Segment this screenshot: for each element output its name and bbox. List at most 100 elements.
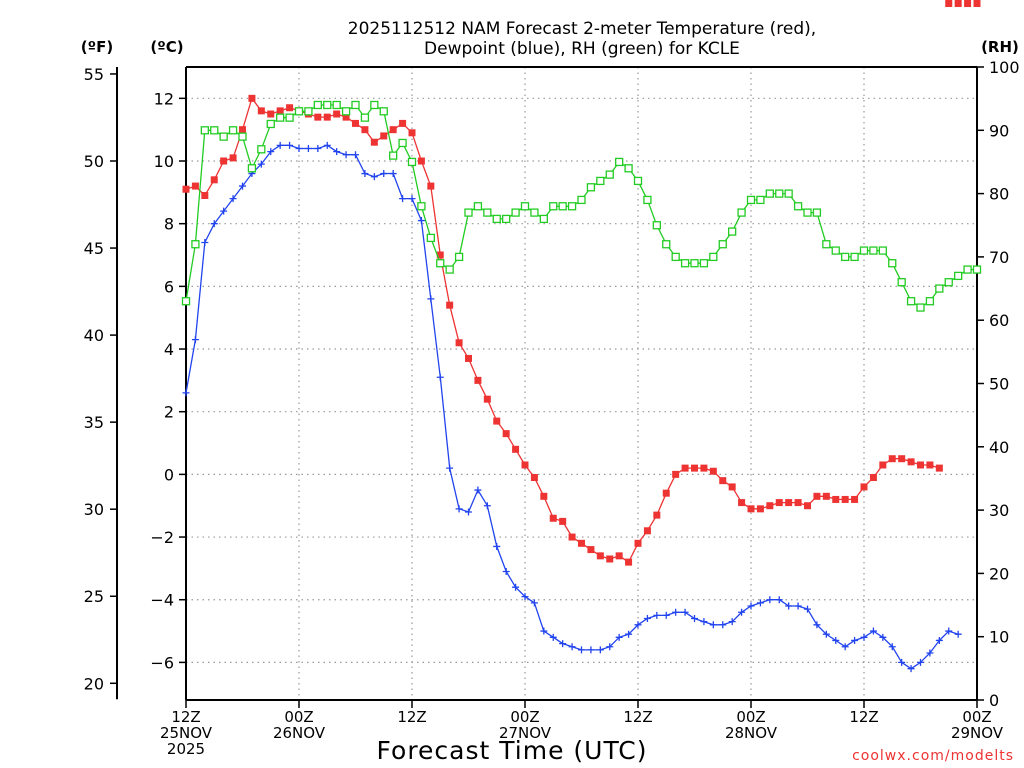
rh-point — [219, 132, 228, 141]
temperature-point — [766, 502, 774, 510]
dewpoint-point — [662, 611, 670, 619]
fahrenheit-tick-label: 25 — [84, 587, 104, 606]
fahrenheit-tick-label: 55 — [84, 65, 104, 84]
temperature-point — [738, 499, 746, 507]
rh-point — [963, 265, 972, 274]
temperature-point — [841, 495, 849, 503]
rh-point — [445, 265, 454, 274]
dewpoint-point — [860, 633, 868, 641]
rh-point — [690, 259, 699, 268]
x-tick-label: 00Z — [962, 708, 991, 726]
celsius-tick-label: 8 — [164, 215, 174, 234]
temperature-point — [521, 461, 529, 469]
rh-point — [643, 195, 652, 205]
dewpoint-point — [333, 148, 341, 156]
temperature-point — [333, 110, 341, 118]
temperature-point — [465, 354, 472, 362]
temperature-point — [220, 157, 228, 165]
dewpoint-point — [314, 144, 322, 152]
rh-tick-label: 90 — [989, 121, 1009, 140]
rh-point — [718, 240, 727, 249]
x-tick-label: 00Z — [284, 708, 313, 726]
x-tick-label: 00Z — [736, 708, 765, 726]
dewpoint-point — [568, 643, 576, 651]
temperature-point — [342, 113, 350, 121]
dewpoint-point — [785, 602, 793, 610]
rh-point — [351, 100, 360, 110]
rh-point — [765, 189, 774, 198]
rh-point — [539, 214, 548, 224]
rh-point — [784, 189, 793, 198]
temperature-point — [935, 464, 943, 472]
dewpoint-point — [446, 464, 454, 472]
dewpoint-point — [653, 611, 661, 619]
rh-tick-label: 80 — [989, 185, 1009, 204]
rh-series — [181, 100, 982, 312]
rh-point — [737, 208, 746, 217]
rh-point — [916, 303, 925, 312]
dewpoint-point — [455, 505, 463, 513]
dewpoint-point — [559, 640, 567, 648]
dewpoint-point — [474, 486, 482, 494]
rh-point — [662, 240, 671, 249]
dewpoint-point — [700, 618, 708, 626]
temperature-point — [888, 455, 896, 463]
x-tick-label: 2025 — [167, 740, 205, 758]
chart-title-line1: 2025112512 NAM Forecast 2-meter Temperat… — [348, 19, 816, 39]
rh-point — [699, 259, 709, 268]
temperature-point — [804, 502, 811, 510]
dewpoint-point — [634, 621, 642, 629]
temperature-point — [587, 546, 595, 554]
temperature-point — [794, 499, 802, 507]
temperature-point — [361, 126, 369, 134]
temperature-point — [785, 499, 793, 507]
dewpoint-point — [888, 643, 896, 651]
temperature-point — [399, 119, 407, 127]
temperature-point — [822, 492, 830, 500]
rh-point — [925, 297, 935, 306]
x-tick-label: 00Z — [510, 708, 539, 726]
temperature-point — [286, 104, 294, 112]
dewpoint-point — [399, 195, 407, 203]
dewpoint-point — [465, 508, 472, 516]
dewpoint-point — [352, 151, 359, 159]
rh-point — [285, 113, 294, 122]
temperature-point — [257, 107, 265, 115]
temperature-point — [898, 455, 906, 463]
rh-point — [332, 100, 341, 110]
dewpoint-point — [756, 599, 764, 607]
celsius-tick-label: −2 — [150, 528, 174, 547]
dewpoint-point — [210, 220, 218, 228]
rh-point — [436, 259, 445, 268]
temperature-point — [662, 489, 670, 497]
rh-point — [398, 138, 407, 148]
rh-point — [906, 297, 916, 306]
rh-point — [379, 107, 388, 116]
temperature-point — [530, 474, 538, 482]
dewpoint-point — [766, 596, 774, 604]
temperature-point — [917, 461, 924, 469]
rh-point — [869, 246, 878, 255]
temperature-point — [747, 505, 755, 513]
dewpoint-point — [370, 173, 378, 181]
temperature-point — [549, 514, 557, 522]
dewpoint-point — [361, 170, 369, 178]
rh-point — [210, 126, 219, 135]
temperature-point — [248, 94, 256, 102]
rh-point — [859, 246, 869, 255]
rh-point — [954, 271, 963, 281]
fahrenheit-tick-label: 45 — [84, 239, 104, 258]
temperature-point — [502, 430, 510, 438]
temperature-point — [756, 505, 764, 513]
rh-point — [841, 252, 850, 262]
rh-tick-label: 60 — [989, 311, 1009, 330]
temperature-point — [832, 495, 840, 503]
rh-point — [360, 113, 370, 122]
x-tick-label: 25NOV — [160, 724, 213, 742]
rh-point — [567, 202, 577, 211]
dewpoint-point — [954, 630, 962, 638]
dewpoint-point — [436, 373, 444, 381]
dewpoint-point — [851, 636, 859, 644]
rh-tick-label: 20 — [989, 564, 1009, 583]
rh-point — [615, 157, 624, 167]
